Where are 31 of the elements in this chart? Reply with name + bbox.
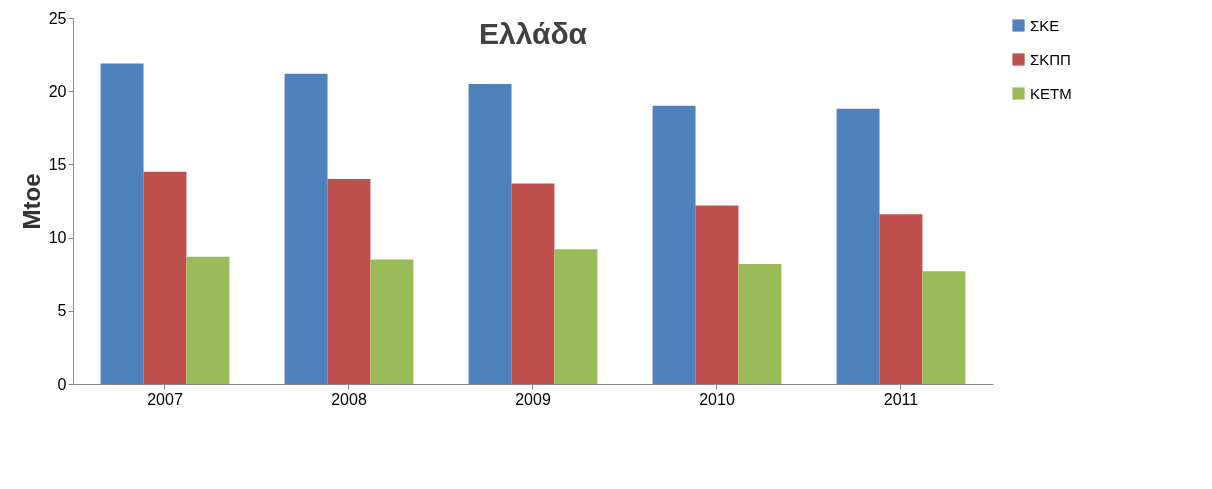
legend-label: ΣΚΠΠ [1030, 50, 1071, 68]
y-tick-label: 20 [48, 82, 67, 100]
bar [186, 256, 230, 384]
y-tick-label: 10 [48, 229, 67, 247]
bar [468, 83, 512, 384]
bar [879, 214, 923, 384]
x-tick-label: 2011 [883, 390, 919, 408]
legend-label: ΣΚΕ [1030, 16, 1060, 34]
chart-title: Ελλάδα [478, 17, 588, 50]
bar [143, 171, 187, 384]
bar [652, 105, 696, 384]
bar [327, 179, 371, 384]
bar [554, 249, 598, 384]
x-tick-label: 2008 [331, 390, 367, 408]
legend-label: ΚΕΤΜ [1030, 84, 1072, 102]
y-tick-label: 15 [48, 155, 67, 173]
bar [738, 263, 782, 384]
bar [695, 205, 739, 384]
x-tick-label: 2009 [515, 390, 551, 408]
y-tick-label: 5 [57, 302, 67, 320]
bar [284, 73, 328, 384]
bar [836, 108, 880, 384]
x-tick-label: 2010 [699, 390, 735, 408]
bar [511, 183, 555, 384]
y-tick-label: 25 [48, 9, 67, 27]
y-tick-label: 0 [57, 375, 67, 393]
bar [370, 259, 414, 384]
bar [100, 63, 144, 384]
bar [922, 271, 966, 384]
y-axis-title: Mtoe [17, 173, 45, 230]
x-tick-label: 2007 [147, 390, 183, 408]
